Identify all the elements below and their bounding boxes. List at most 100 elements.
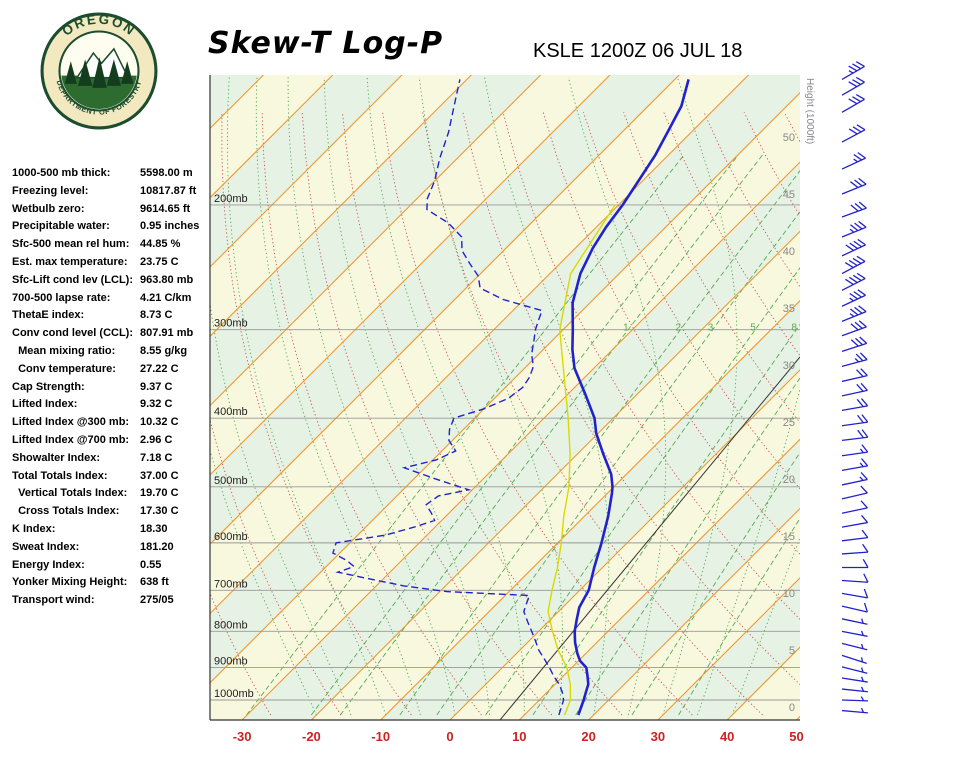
- moist-adiabats: [210, 76, 800, 716]
- index-value: 807.91 mb: [140, 327, 194, 340]
- index-label: Lifted Index @700 mb:: [12, 433, 130, 446]
- svg-text:0: 0: [789, 702, 795, 714]
- indices-panel: 1000-500 mb thick: 5598.00 m Freezing leve…: [12, 167, 212, 612]
- index-row: Conv temperature: 27.22 C: [12, 363, 212, 381]
- index-label: Transport wind:: [12, 594, 95, 607]
- index-value: 8.55 g/kg: [140, 344, 188, 357]
- index-label: Lifted Index @300 mb:: [12, 416, 130, 429]
- station-datetime: KSLE 1200Z 06 JUL 18: [533, 40, 743, 62]
- index-row: Total Totals Index: 37.00 C: [12, 470, 212, 488]
- svg-text:-30: -30: [233, 729, 252, 744]
- index-row: Freezing level: 10817.87 ft: [12, 185, 212, 203]
- index-label: Freezing level:: [12, 184, 89, 197]
- index-label: K Index:: [12, 522, 56, 535]
- svg-text:40: 40: [783, 246, 795, 258]
- index-value: 7.18 C: [140, 451, 173, 464]
- index-label: Precipitable water:: [12, 220, 110, 233]
- index-row: Est. max temperature: 23.75 C: [12, 256, 212, 274]
- index-value: 44.85 %: [140, 238, 181, 251]
- dewpoint-trace: [332, 79, 565, 716]
- index-value: 17.30 C: [140, 505, 179, 518]
- index-row: Precipitable water: 0.95 inches: [12, 220, 212, 238]
- index-value: 9614.65 ft: [140, 202, 191, 215]
- index-label: Total Totals Index:: [12, 469, 108, 482]
- index-row: Yonker Mixing Height: 638 ft: [12, 576, 212, 594]
- index-row: Showalter Index: 7.18 C: [12, 452, 212, 470]
- pressure-lines: [210, 204, 800, 701]
- svg-text:300mb: 300mb: [214, 318, 248, 330]
- index-row: Sfc-Lift cond lev (LCL): 963.80 mb: [12, 274, 212, 292]
- index-label: Conv cond level (CCL):: [12, 327, 134, 340]
- svg-text:5: 5: [789, 645, 795, 657]
- index-row: Cross Totals Index: 17.30 C: [12, 505, 212, 523]
- svg-text:50: 50: [789, 729, 803, 744]
- index-label: Vertical Totals Index:: [12, 487, 128, 500]
- svg-text:15: 15: [783, 531, 795, 543]
- index-value: 2.96 C: [140, 433, 173, 446]
- index-row: Cap Strength: 9.37 C: [12, 381, 212, 399]
- index-label: Mean mixing ratio:: [12, 344, 116, 357]
- index-row: ThetaE index: 8.73 C: [12, 309, 212, 327]
- index-value: 9.32 C: [140, 398, 173, 411]
- wind-barbs: [841, 61, 869, 714]
- plot-border: [209, 75, 800, 721]
- forestry-logo: OREGON DEPARTMENT OF FORESTRY: [40, 12, 158, 130]
- isotherm-lines: [210, 75, 800, 720]
- index-row: K Index: 18.30: [12, 523, 212, 541]
- index-value: 4.21 C/km: [140, 291, 192, 304]
- index-value: 0.55: [140, 558, 162, 571]
- svg-text:200mb: 200mb: [214, 193, 248, 205]
- index-label: Yonker Mixing Height:: [12, 576, 128, 589]
- index-row: 1000-500 mb thick: 5598.00 m: [12, 167, 212, 185]
- index-value: 37.00 C: [140, 469, 179, 482]
- index-label: Energy Index:: [12, 558, 85, 571]
- index-row: Energy Index: 0.55: [12, 559, 212, 577]
- index-value: 5598.00 m: [140, 167, 193, 179]
- index-value: 0.95 inches: [140, 220, 200, 233]
- wetbulb-trace: [547, 204, 616, 716]
- svg-text:600mb: 600mb: [214, 531, 248, 543]
- index-value: 18.30: [140, 522, 168, 535]
- svg-text:20: 20: [581, 729, 595, 744]
- reference-line: [499, 356, 800, 720]
- temp-axis-labels: -30 -20 -10 0 10 20 30 40 50: [233, 729, 804, 744]
- svg-text:-10: -10: [371, 729, 390, 744]
- index-label: Conv temperature:: [12, 362, 116, 375]
- index-row: Vertical Totals Index: 19.70 C: [12, 487, 212, 505]
- svg-text:30: 30: [783, 360, 795, 372]
- svg-text:500mb: 500mb: [214, 475, 248, 487]
- svg-text:2: 2: [675, 323, 681, 334]
- index-value: 9.37 C: [140, 380, 173, 393]
- index-label: Sfc-Lift cond lev (LCL):: [12, 273, 133, 286]
- svg-text:-20: -20: [302, 729, 321, 744]
- index-row: Mean mixing ratio: 8.55 g/kg: [12, 345, 212, 363]
- index-label: Showalter Index:: [12, 451, 101, 464]
- index-label: Wetbulb zero:: [12, 202, 85, 215]
- svg-text:30: 30: [651, 729, 665, 744]
- sounding-profiles: [332, 79, 690, 716]
- svg-text:10: 10: [512, 729, 526, 744]
- index-value: 10817.87 ft: [140, 184, 197, 197]
- index-value: 23.75 C: [140, 255, 179, 268]
- index-value: 638 ft: [140, 576, 169, 589]
- svg-text:45: 45: [783, 189, 795, 201]
- index-row: Sfc-500 mean rel hum: 44.85 %: [12, 238, 212, 256]
- index-label: ThetaE index:: [12, 309, 85, 322]
- index-label: Est. max temperature:: [12, 255, 128, 268]
- svg-text:400mb: 400mb: [214, 406, 248, 418]
- index-row: Transport wind: 275/05: [12, 594, 212, 612]
- index-value: 27.22 C: [140, 362, 179, 375]
- svg-text:20: 20: [783, 474, 795, 486]
- index-label: Cross Totals Index:: [12, 505, 120, 518]
- index-row: 700-500 lapse rate: 4.21 C/km: [12, 292, 212, 310]
- svg-text:700mb: 700mb: [214, 578, 248, 590]
- mixing-ratio-lines: [246, 154, 800, 716]
- index-value: 963.80 mb: [140, 273, 194, 286]
- index-row: Lifted Index @300 mb: 10.32 C: [12, 416, 212, 434]
- svg-text:25: 25: [783, 417, 795, 429]
- index-row: Wetbulb zero: 9614.65 ft: [12, 203, 212, 221]
- index-value: 10.32 C: [140, 416, 179, 429]
- index-value: 181.20: [140, 540, 174, 553]
- svg-text:900mb: 900mb: [214, 656, 248, 668]
